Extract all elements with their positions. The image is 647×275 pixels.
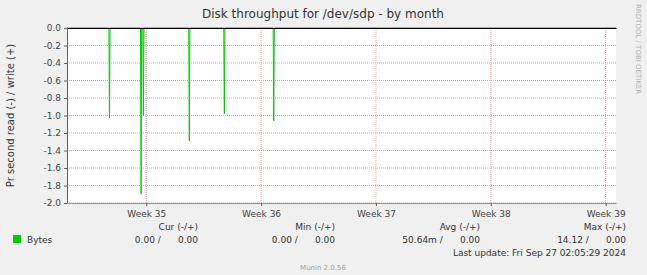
x-tick: Week 35 [127, 203, 166, 219]
series-group [67, 28, 616, 194]
footer: Munin 2.0.56 [300, 264, 346, 272]
y-grid-line [67, 133, 616, 134]
legend: Cur (-/+) Min (-/+) Avg (-/+) Max (-/+) Byte… [13, 222, 626, 245]
chart: 0.0 -0.2 -0.4 -0.6 -0.8 -1.0 -1.2 -1.4 -1.6 -1.8 -… [0, 0, 647, 275]
y-tick-label: -1.4 [43, 146, 61, 156]
y-tick-label: 0.0 [47, 23, 62, 33]
last-update: Last update: Fri Sep 27 02:05:29 2024 [453, 248, 626, 258]
stats-value: 50.64m / 0.00 [402, 235, 480, 245]
stats-value: 14.12 / 0.00 [557, 235, 626, 245]
y-grid-line [67, 45, 616, 46]
x-tick-mark [491, 203, 492, 206]
y-tick: -1.8 [43, 181, 67, 191]
stats-value: 0.00 / 0.00 [135, 235, 198, 245]
y-tick-mark [64, 168, 67, 169]
y-tick-label: -1.0 [43, 111, 61, 121]
x-grid-line [261, 28, 262, 203]
zero-line [68, 28, 617, 29]
grid [67, 28, 616, 203]
y-tick: -0.8 [43, 93, 67, 103]
y-tick: 0.0 [47, 23, 67, 33]
y-grid-line [67, 168, 616, 169]
y-tick-mark [64, 28, 67, 29]
y-tick-label: -1.2 [43, 128, 61, 138]
x-tick: Week 38 [472, 203, 511, 219]
x-grid-line [490, 28, 491, 203]
zero-axis [68, 28, 617, 29]
y-tick-mark [64, 81, 67, 82]
y-tick: -1.4 [43, 146, 67, 156]
y-tick-label: -1.6 [43, 163, 61, 173]
stats-value: 0.00 / 0.00 [272, 235, 335, 245]
x-tick: Week 39 [587, 203, 626, 219]
y-tick-mark [64, 46, 67, 47]
y-grid-line [67, 80, 616, 81]
x-tick-label: Week 39 [587, 209, 626, 219]
x-tick-label: Week 36 [242, 209, 281, 219]
x-grid-line [375, 28, 376, 203]
y-tick-label: -1.8 [43, 181, 61, 191]
y-tick: -1.6 [43, 163, 67, 173]
y-grid-line [67, 203, 616, 204]
stats-header: Cur (-/+) [159, 222, 198, 232]
y-tick: -0.4 [43, 58, 67, 68]
y-tick: -0.6 [43, 76, 67, 86]
y-tick-mark [64, 151, 67, 152]
y-axis-line [67, 29, 68, 204]
x-axis-line [68, 203, 617, 204]
plot-area [67, 28, 616, 203]
y-tick-mark [64, 98, 67, 99]
x-tick-mark [261, 203, 262, 206]
y-grid-line [67, 115, 616, 116]
y-axis: 0.0 -0.2 -0.4 -0.6 -0.8 -1.0 -1.2 -1.4 -1.6 -1.8 -… [43, 23, 67, 208]
y-tick: -1.2 [43, 128, 67, 138]
x-grid-line [146, 28, 147, 203]
y-tick: -0.2 [43, 41, 67, 51]
y-tick-mark [64, 186, 67, 187]
background [0, 0, 647, 275]
y-tick-mark [64, 203, 67, 204]
y-axis-title: Pr second read (-) / write (+) [5, 44, 16, 187]
x-tick-label: Week 35 [127, 209, 166, 219]
y-tick-label: -2.0 [43, 198, 61, 208]
series-line [67, 28, 616, 194]
x-tick-mark [606, 203, 607, 206]
y-tick-label: -0.6 [43, 76, 61, 86]
x-tick-mark [376, 203, 377, 206]
x-axis: Week 35 Week 36 Week 37 Week 38 Week 39 [68, 203, 626, 219]
x-tick-label: Week 38 [472, 209, 511, 219]
x-tick: Week 37 [357, 203, 396, 219]
stats-header: Avg (-/+) [440, 222, 480, 232]
y-grid-line [67, 98, 616, 99]
x-grid-line [605, 28, 606, 203]
y-grid-line [67, 185, 616, 186]
x-tick: Week 36 [242, 203, 281, 219]
y-tick-mark [64, 116, 67, 117]
x-tick-mark [146, 203, 147, 206]
legend-label: Bytes [27, 235, 53, 245]
title: Disk throughput for /dev/sdp - by month [202, 7, 444, 21]
y-tick: -2.0 [43, 198, 67, 208]
y-tick-mark [64, 63, 67, 64]
stats-header: Max (-/+) [584, 222, 626, 232]
y-tick: -1.0 [43, 111, 67, 121]
y-tick-label: -0.2 [43, 41, 61, 51]
legend-swatch [13, 235, 21, 243]
y-tick-mark [64, 133, 67, 134]
x-tick-label: Week 37 [357, 209, 396, 219]
y-tick-label: -0.4 [43, 58, 61, 68]
y-tick-label: -0.8 [43, 93, 61, 103]
stats-header: Min (-/+) [295, 222, 335, 232]
y-grid-line [67, 63, 616, 64]
watermark: RRDTOOL / TOBI OETIKER [634, 4, 642, 94]
y-grid-line [67, 150, 616, 151]
